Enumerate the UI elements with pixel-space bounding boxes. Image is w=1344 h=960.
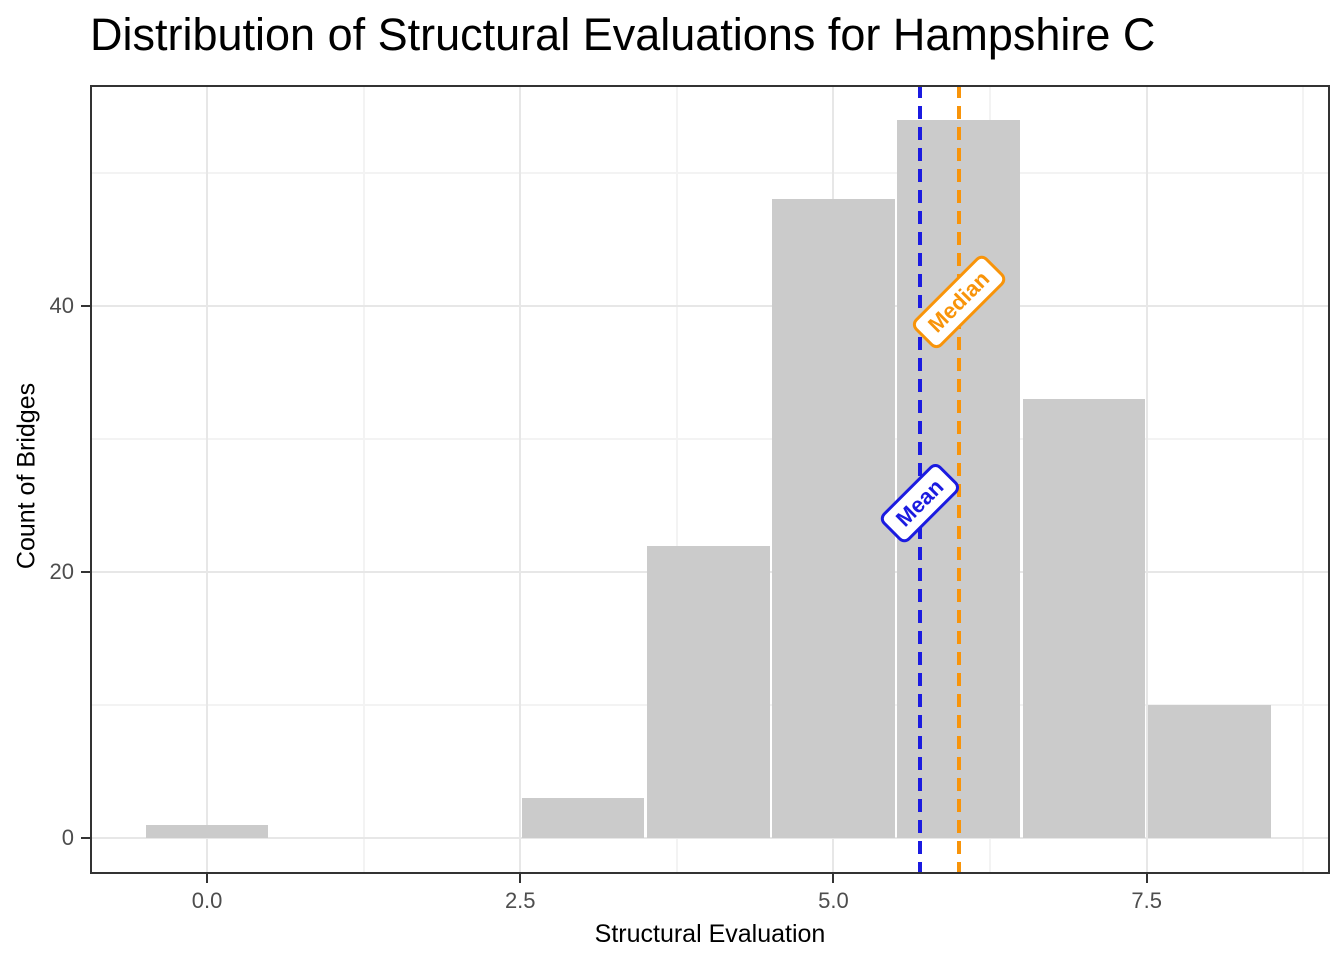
x-tick-label: 7.5 (1131, 888, 1162, 913)
y-minor-gridline (90, 171, 1330, 174)
x-minor-gridline (1302, 85, 1305, 874)
x-tick-label: 5.0 (818, 888, 849, 913)
y-major-gridline (90, 304, 1330, 307)
y-minor-gridline (90, 438, 1330, 441)
y-tick (81, 304, 90, 307)
y-axis-title: Count of Bridges (12, 382, 41, 570)
x-major-gridline (519, 85, 522, 874)
histogram-bar (521, 798, 645, 839)
x-axis-title: Structural Evaluation (594, 920, 826, 948)
x-minor-gridline (675, 85, 678, 874)
x-major-gridline (206, 85, 209, 874)
x-tick (832, 874, 835, 883)
y-tick (81, 571, 90, 574)
chart-title: Distribution of Structural Evaluations f… (90, 9, 1156, 60)
median-line (956, 85, 961, 874)
x-tick (1145, 874, 1148, 883)
y-tick-label: 0 (61, 825, 74, 851)
histogram-bar (1022, 399, 1146, 839)
x-major-gridline (1145, 85, 1148, 874)
y-tick-label: 40 (49, 292, 74, 318)
y-tick (81, 837, 90, 840)
x-tick (519, 874, 522, 883)
y-tick-label: 20 (49, 559, 74, 585)
histogram-bar (145, 825, 269, 839)
x-tick-label: 2.5 (504, 888, 536, 913)
histogram-bar (772, 199, 895, 839)
histogram-bar (1147, 705, 1271, 839)
histogram-bar (646, 545, 770, 839)
y-major-gridline (90, 837, 1330, 840)
x-tick (206, 874, 209, 883)
x-tick-label: 0.0 (191, 888, 223, 913)
x-minor-gridline (362, 85, 365, 874)
